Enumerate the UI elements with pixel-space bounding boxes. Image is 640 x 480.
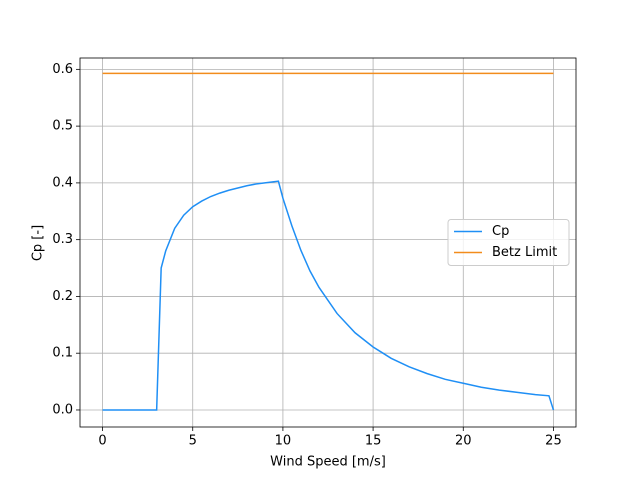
y-tick-label: 0.2 xyxy=(52,289,73,304)
y-tick-label: 0.3 xyxy=(52,232,73,247)
y-axis-label: Cp [-] xyxy=(31,225,46,261)
y-tick-label: 0.1 xyxy=(52,346,73,361)
y-tick-label: 0.4 xyxy=(52,175,73,190)
line-series xyxy=(102,180,555,411)
x-tick-label: 0 xyxy=(98,434,106,449)
x-axis-label: Wind Speed [m/s] xyxy=(270,455,386,470)
x-tick-label: 5 xyxy=(189,434,197,449)
legend-label: Cp xyxy=(492,224,509,239)
y-tick-label: 0.6 xyxy=(52,62,73,77)
x-tick-label: 15 xyxy=(365,434,382,449)
x-tick-label: 20 xyxy=(455,434,472,449)
plot-frame xyxy=(79,57,577,428)
y-tick-label: 0.5 xyxy=(52,119,73,134)
x-tick-label: 25 xyxy=(545,434,562,449)
x-tick-label: 10 xyxy=(275,434,292,449)
legend-label: Betz Limit xyxy=(492,245,557,260)
y-tick-label: 0.0 xyxy=(52,402,73,417)
